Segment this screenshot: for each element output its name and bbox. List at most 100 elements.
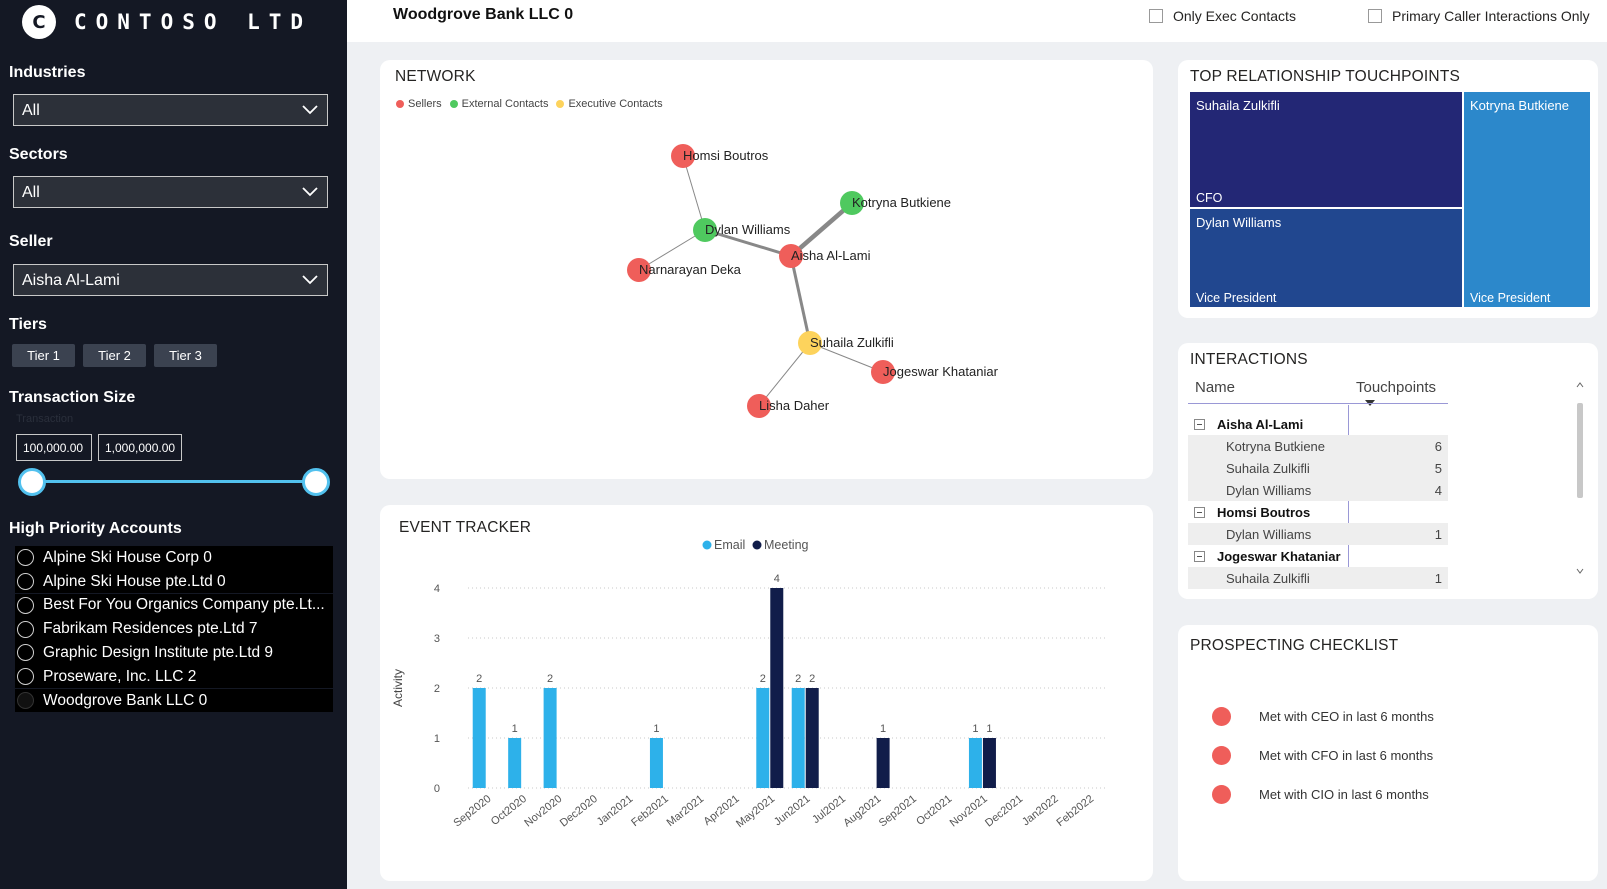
filter-sidebar: C CONTOSO LTD Industries All Sectors All… (0, 0, 347, 889)
status-dot-icon (1212, 707, 1231, 726)
chevron-down-icon (302, 275, 318, 285)
table-row[interactable]: Suhaila Zulkifli 1 (1188, 567, 1448, 589)
node-aisha-al-lami[interactable] (779, 244, 803, 268)
tile-name: Kotryna Butkiene (1470, 98, 1570, 113)
scroll-down-icon[interactable] (1576, 567, 1584, 575)
row-name: Homsi Boutros (1217, 504, 1311, 520)
bar-email-Sep2020[interactable] (472, 688, 486, 788)
bar-email-May2021[interactable] (756, 688, 770, 788)
high-priority-account-item[interactable]: Fabrikam Residences pte.Ltd 7 (15, 617, 333, 641)
transaction-size-label: Transaction Size (9, 389, 136, 406)
seller-dropdown[interactable]: Aisha Al-Lami (13, 264, 328, 296)
checklist-item-label: Met with CEO in last 6 months (1259, 709, 1434, 724)
table-group-row[interactable]: Aisha Al-Lami (1188, 413, 1448, 435)
scroll-up-icon[interactable] (1576, 381, 1584, 389)
col-touchpoints-header[interactable]: Touchpoints (1356, 379, 1437, 396)
transaction-max-input[interactable]: 1,000,000.00 (98, 434, 182, 461)
x-tick-label: Sep2020 (451, 793, 493, 830)
bar-email-Oct2020[interactable] (508, 738, 522, 788)
high-priority-account-item[interactable]: Woodgrove Bank LLC 0 (15, 688, 333, 713)
y-tick-label: 0 (434, 783, 440, 795)
table-group-row[interactable]: Homsi Boutros (1188, 501, 1448, 523)
row-name: Suhaila Zulkifli (1226, 570, 1310, 586)
network-card: NETWORK Sellers External Contacts Execut… (380, 60, 1153, 479)
bar-email-Feb2021[interactable] (649, 738, 663, 788)
radio-icon (17, 573, 34, 591)
table-row[interactable]: Dylan Williams 1 (1188, 523, 1448, 545)
sectors-label: Sectors (9, 146, 68, 163)
treemap-tile-kotryna[interactable]: Kotryna Butkiene Vice President (1464, 92, 1590, 307)
transaction-slider-min-handle[interactable] (18, 468, 46, 496)
node-jogeswar-khataniar[interactable] (871, 360, 895, 384)
table-scrollbar[interactable] (1576, 381, 1584, 581)
seller-label: Seller (9, 233, 53, 250)
table-row[interactable]: Kotryna Butkiene 6 (1188, 435, 1448, 457)
event-tracker-chart[interactable]: 0 1 2 3 4 Activity Email Meeting 2 Sep2020 1 Oct202… (380, 505, 1153, 881)
industries-dropdown[interactable]: All (13, 94, 328, 126)
dot-icon (556, 100, 565, 109)
radio-icon (17, 668, 34, 686)
data-label: 1 (880, 723, 886, 735)
data-label: 4 (774, 573, 780, 585)
transaction-slider-track[interactable] (32, 480, 317, 483)
bar-email-Nov2020[interactable] (543, 688, 557, 788)
x-tick-label: Dec2020 (558, 793, 600, 830)
bar-meeting-Jun2021[interactable] (805, 688, 819, 788)
treemap-tile-dylan[interactable]: Dylan Williams Vice President (1190, 209, 1462, 307)
high-priority-account-item[interactable]: Graphic Design Institute pte.Ltd 9 (15, 641, 333, 665)
high-priority-account-item[interactable]: Best For You Organics Company pte.Lt... (15, 593, 333, 618)
bar-meeting-Nov2021[interactable] (982, 738, 996, 788)
network-graph[interactable]: Homsi Boutros Kotryna Butkiene Dylan Wil… (380, 60, 1153, 479)
bar-email-Jun2021[interactable] (791, 688, 805, 788)
tile-role: Vice President (1196, 291, 1277, 305)
bar-meeting-Aug2021[interactable] (876, 738, 890, 788)
tile-role: CFO (1196, 191, 1223, 205)
high-priority-account-item[interactable]: Proseware, Inc. LLC 2 (15, 664, 333, 689)
collapse-icon[interactable] (1194, 506, 1205, 518)
table-group-row[interactable]: Jogeswar Khataniar (1188, 545, 1448, 567)
tiers-buttons: Tier 1 Tier 2 Tier 3 (12, 344, 217, 367)
data-label: 2 (476, 673, 482, 685)
account-name: Woodgrove Bank LLC 0 (43, 691, 208, 709)
only-exec-contacts-checkbox[interactable]: Only Exec Contacts (1149, 8, 1296, 24)
high-priority-account-item[interactable]: Alpine Ski House pte.Ltd 0 (15, 569, 333, 594)
sectors-dropdown[interactable]: All (13, 176, 328, 208)
col-name-header[interactable]: Name (1195, 379, 1236, 396)
account-name: Best For You Organics Company pte.Lt... (43, 596, 325, 614)
node-kotryna-butkiene[interactable] (840, 191, 864, 215)
primary-caller-checkbox[interactable]: Primary Caller Interactions Only (1368, 8, 1590, 24)
bar-email-Nov2021[interactable] (968, 738, 982, 788)
node-suhaila-zulkifli[interactable] (798, 331, 822, 355)
node-homsi-boutros[interactable] (671, 144, 695, 168)
checklist-item: Met with CEO in last 6 months (1212, 707, 1434, 726)
node-label: Homsi Boutros (683, 148, 769, 163)
node-lisha-daher[interactable] (747, 394, 771, 418)
treemap-tile-suhaila[interactable]: Suhaila Zulkifli CFO (1190, 92, 1462, 207)
x-tick-label: Sep2021 (877, 793, 919, 830)
tier-1-button[interactable]: Tier 1 (12, 344, 75, 367)
checkbox-icon (1368, 9, 1382, 23)
transaction-slider-max-handle[interactable] (302, 468, 330, 496)
collapse-icon[interactable] (1194, 418, 1205, 430)
tier-2-button[interactable]: Tier 2 (83, 344, 146, 367)
dot-icon (396, 100, 404, 109)
bar-meeting-May2021[interactable] (770, 588, 784, 788)
legend-external: External Contacts (449, 98, 548, 110)
transaction-min-input[interactable]: 100,000.00 (16, 434, 92, 461)
x-tick-label: Jun2021 (772, 793, 813, 828)
collapse-icon[interactable] (1194, 550, 1205, 562)
table-row[interactable]: Dylan Williams 4 (1188, 479, 1448, 501)
tile-name: Suhaila Zulkifli (1196, 98, 1280, 113)
checklist-item-label: Met with CFO in last 6 months (1259, 748, 1434, 763)
node-dylan-williams[interactable] (693, 218, 717, 242)
table-row[interactable]: Suhaila Zulkifli 5 (1188, 457, 1448, 479)
row-name: Dylan Williams (1226, 526, 1312, 542)
only-exec-contacts-label: Only Exec Contacts (1173, 8, 1296, 24)
radio-icon (17, 596, 34, 614)
high-priority-label: High Priority Accounts (9, 520, 182, 537)
tier-3-button[interactable]: Tier 3 (154, 344, 217, 367)
node-narnarayan-deka[interactable] (627, 258, 651, 282)
high-priority-account-item[interactable]: Alpine Ski House Corp 0 (15, 546, 333, 570)
row-touchpoints: 1 (1434, 570, 1442, 586)
chevron-down-icon (302, 105, 318, 115)
